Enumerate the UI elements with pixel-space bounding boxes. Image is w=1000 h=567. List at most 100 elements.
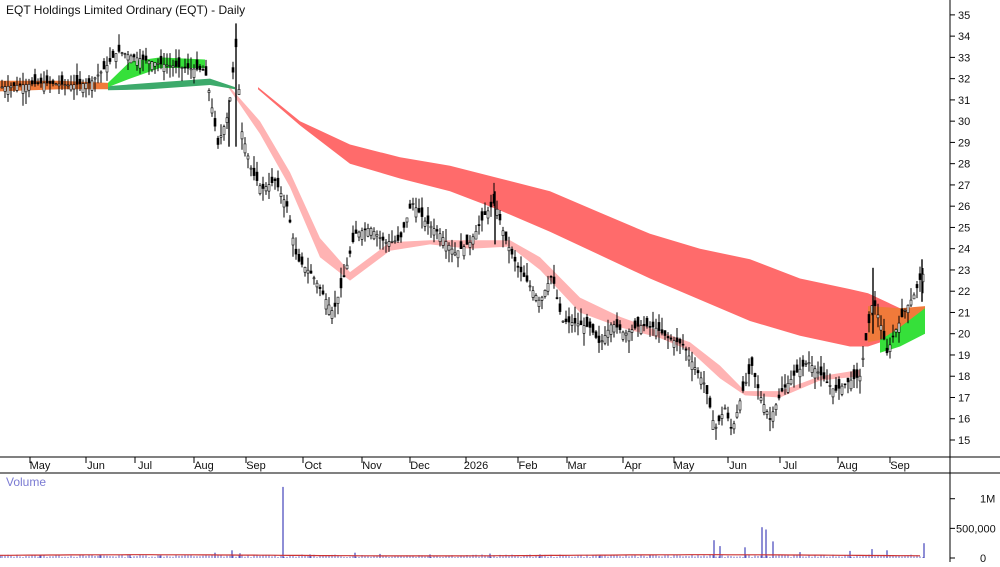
candle: [162, 53, 166, 81]
candle-body: [240, 131, 244, 140]
price-tick-label: 20: [958, 329, 970, 341]
candle: [531, 286, 535, 301]
candle-body: [729, 426, 733, 429]
candle: [645, 316, 649, 329]
candle-body: [603, 335, 607, 344]
candle: [156, 58, 160, 72]
candle: [750, 356, 754, 375]
candle: [75, 63, 79, 96]
candle: [333, 290, 337, 318]
candle-body: [171, 65, 175, 68]
candle-body: [618, 324, 622, 330]
candle: [462, 244, 466, 260]
candle: [78, 71, 82, 91]
candle-body: [300, 256, 304, 265]
candle-body: [528, 285, 532, 288]
candle: [867, 311, 871, 333]
candle-body: [441, 237, 445, 246]
candle: [123, 52, 127, 59]
candle-body: [120, 52, 124, 54]
candle: [411, 197, 415, 211]
candle-body: [882, 330, 886, 340]
candle-body: [615, 319, 619, 328]
candle: [243, 137, 247, 157]
candle-body: [435, 229, 439, 232]
candle: [138, 49, 142, 74]
candle-body: [906, 304, 910, 314]
candle-body: [180, 67, 184, 69]
candle: [144, 47, 148, 64]
candle: [447, 242, 451, 263]
candle-body: [759, 397, 763, 401]
candle: [417, 198, 421, 214]
candle: [294, 237, 298, 260]
candle-body: [684, 348, 688, 351]
candle: [387, 233, 391, 252]
candle: [660, 317, 664, 336]
candle-body: [438, 233, 442, 242]
price-tick-label: 28: [958, 159, 970, 171]
candle: [759, 391, 763, 404]
candle: [267, 172, 271, 199]
candle-body: [567, 316, 571, 323]
candle: [3, 81, 7, 98]
candle: [345, 257, 349, 270]
candle: [405, 217, 409, 228]
candle-body: [573, 317, 577, 324]
price-tick-label: 25: [958, 222, 970, 234]
candle: [246, 153, 250, 169]
candle-body: [69, 84, 73, 91]
candle: [66, 79, 70, 90]
candle-body: [291, 237, 295, 246]
candle-body: [207, 90, 211, 93]
candle-body: [804, 362, 808, 365]
candle-body: [714, 426, 718, 429]
candle: [465, 234, 469, 245]
month-label: Aug: [838, 460, 858, 472]
candle-body: [249, 167, 253, 170]
candle-body: [843, 383, 847, 386]
month-label: 2026: [464, 460, 488, 472]
candle-body: [75, 75, 79, 85]
candle-body: [33, 74, 37, 85]
candle-body: [666, 336, 670, 339]
candle: [318, 284, 322, 297]
candle: [6, 75, 10, 102]
candle: [12, 81, 16, 92]
candle: [612, 320, 616, 338]
candle: [408, 199, 412, 209]
candle: [630, 324, 634, 341]
candle-body: [60, 75, 64, 85]
candle-body: [723, 407, 727, 410]
candle: [723, 404, 727, 410]
candle-body: [165, 64, 169, 67]
candle-body: [339, 278, 343, 289]
candle: [564, 310, 568, 325]
candle-body: [27, 84, 31, 91]
candle: [474, 225, 478, 240]
candle-body: [537, 299, 541, 307]
candle: [600, 334, 604, 350]
candle: [33, 68, 37, 87]
candle: [252, 156, 256, 181]
candle-body: [624, 332, 628, 336]
candle-body: [309, 270, 313, 274]
price-tick-label: 24: [958, 244, 970, 256]
candle-body: [183, 66, 187, 69]
candle: [198, 64, 202, 73]
candle: [552, 264, 556, 289]
candle-body: [411, 203, 415, 205]
candle-body: [21, 84, 25, 94]
candle: [453, 242, 457, 257]
candle-body: [228, 97, 232, 102]
candle-body: [30, 80, 34, 85]
candle: [621, 330, 625, 342]
candle: [639, 320, 643, 336]
candle-body: [525, 275, 529, 282]
candle: [681, 334, 685, 350]
candle: [153, 62, 157, 74]
candle-body: [726, 412, 730, 419]
candle-body: [225, 117, 229, 123]
month-label: Aug: [194, 460, 214, 472]
